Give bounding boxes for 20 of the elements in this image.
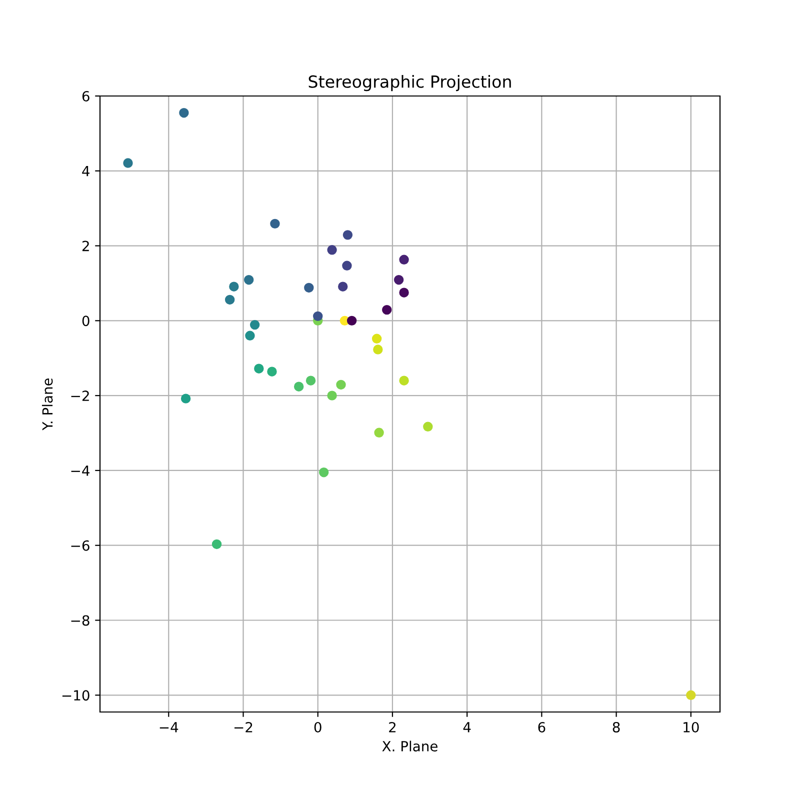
y-tick-label: 6	[82, 90, 90, 102]
y-tick-label: 2	[82, 240, 89, 252]
y-axis-title: Y. Plane	[42, 378, 53, 430]
y-tick-label: −2	[71, 390, 89, 401]
y-tick-label: 0	[82, 316, 90, 326]
chart-title: Stereographic Projection	[308, 75, 511, 92]
x-tick-label: 8	[612, 722, 620, 732]
x-tick-label: −2	[234, 722, 252, 732]
y-tick-label: −10	[62, 690, 90, 701]
x-tick-label: 0	[314, 722, 322, 732]
x-tick-label: −4	[160, 722, 178, 732]
x-tick-label: 10	[684, 722, 699, 732]
x-tick-label: 2	[389, 722, 396, 732]
x-tick-label: 6	[538, 722, 546, 732]
x-axis-title: X. Plane	[382, 740, 438, 752]
y-tick-label: 4	[82, 166, 90, 176]
y-tick-label: −4	[71, 466, 90, 476]
y-tick-label: −6	[71, 540, 90, 551]
y-tick-label: −8	[71, 615, 90, 626]
x-tick-label: 4	[463, 722, 471, 732]
